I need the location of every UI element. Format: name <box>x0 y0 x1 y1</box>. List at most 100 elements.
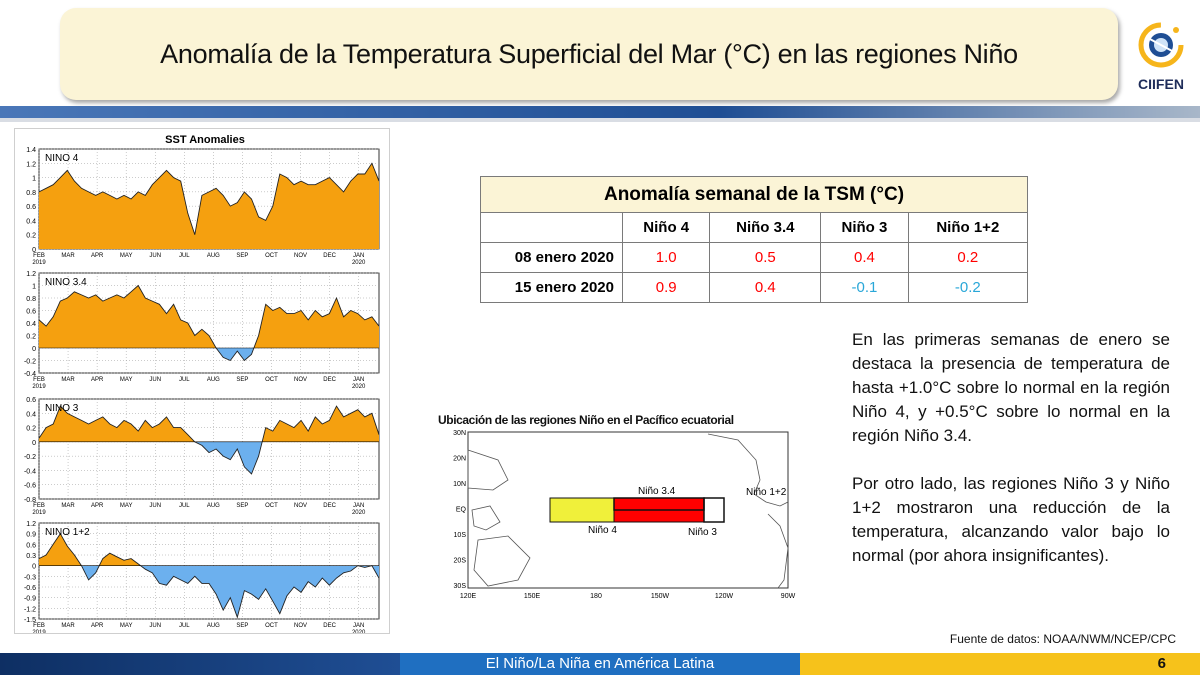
col-header-nino4: Niño 4 <box>621 212 711 243</box>
x-tick-label: SEP <box>236 503 248 509</box>
negative-area <box>194 441 263 474</box>
footer-title: El Niño/La Niña en América Latina <box>400 653 800 675</box>
x-tick-label: NOV <box>294 377 307 383</box>
x-tick-label: DEC <box>323 623 336 629</box>
y-tick-label: 0.6 <box>26 397 36 404</box>
x-tick-label: FEB <box>33 503 45 509</box>
table-row: 08 enero 2020 1.0 0.5 0.4 0.2 <box>480 242 1029 273</box>
negative-area <box>39 565 379 618</box>
map-title: Ubicación de las regiones Niño en el Pac… <box>438 413 734 427</box>
north-america-coast <box>707 433 789 507</box>
y-tick-label: 0.4 <box>26 411 36 418</box>
lon-label: 120E <box>460 593 477 600</box>
lon-label: 120W <box>715 593 734 600</box>
x-tick-label: JAN <box>353 253 364 259</box>
y-tick-label: 0.6 <box>26 204 36 211</box>
y-tick-label: 0.6 <box>26 542 36 549</box>
x-tick-label: AUG <box>207 623 220 629</box>
y-tick-label: -1.5 <box>24 617 36 624</box>
ciifen-logo: CIIFEN <box>1130 18 1192 96</box>
map-axis-labels: 30N 20N 10N EQ 10S 20S 30S 120E 150E 180 150W 120W 9… <box>453 430 795 600</box>
year-label: 2020 <box>352 630 366 633</box>
x-tick-label: JUN <box>149 253 161 259</box>
x-tick-label: JUN <box>149 623 161 629</box>
x-tick-label: MAR <box>61 253 75 259</box>
tsm-table: Anomalía semanal de la TSM (°C) Niño 4 N… <box>480 176 1029 303</box>
table-corner <box>480 212 623 243</box>
y-tick-label: -0.8 <box>24 497 36 504</box>
y-tick-label: 1 <box>32 176 36 183</box>
lat-label: 10N <box>453 481 466 488</box>
cell-value: -0.1 <box>820 272 909 303</box>
x-tick-label: APR <box>91 253 104 259</box>
series-line <box>38 284 380 362</box>
nino-regions-map: 30N 20N 10N EQ 10S 20S 30S 120E 150E 180 150W 120W 9… <box>438 430 818 606</box>
y-tick-label: 0.8 <box>26 296 36 303</box>
south-america-coast <box>767 513 789 589</box>
row-date: 15 enero 2020 <box>480 272 623 303</box>
lat-label: 20N <box>453 456 466 463</box>
sst-anomalies-chart: SST Anomalies 1.4 1.2 1 0.8 0.6 0.4 0.2 0 FEB MAR A… <box>14 128 390 634</box>
y-tick-label: -0.4 <box>24 468 36 475</box>
x-tick-label: MAY <box>120 623 133 629</box>
x-tick-label: APR <box>91 377 104 383</box>
year-label: 2020 <box>352 510 366 516</box>
cell-value: 1.0 <box>621 242 711 273</box>
logo-text: CIIFEN <box>1138 76 1184 92</box>
description-paragraph: Por otro lado, las regiones Niño 3 y Niñ… <box>852 474 1170 565</box>
y-tick-label: -0.9 <box>24 596 36 603</box>
lat-label: 20S <box>454 558 467 565</box>
y-tick-label: 0 <box>32 247 36 254</box>
nino12-region <box>703 497 725 523</box>
lat-label: 30N <box>453 430 466 437</box>
x-tick-label: AUG <box>207 377 220 383</box>
footer-bar: El Niño/La Niña en América Latina 6 <box>0 653 1200 675</box>
positive-area <box>39 406 379 442</box>
x-tick-label: SEP <box>236 253 248 259</box>
x-tick-label: JUN <box>149 377 161 383</box>
x-tick-label: APR <box>91 623 104 629</box>
page-number: 6 <box>1157 655 1166 672</box>
x-tick-label: AUG <box>207 253 220 259</box>
x-tick-label: OCT <box>265 623 278 629</box>
x-tick-label: JUN <box>149 503 161 509</box>
x-tick-label: NOV <box>294 503 307 509</box>
series-line <box>38 405 380 475</box>
x-tick-label: NOV <box>294 623 307 629</box>
cell-value: 0.4 <box>709 272 822 303</box>
series-label: NINO 4 <box>45 153 79 164</box>
header-divider <box>0 106 1200 118</box>
x-tick-label: OCT <box>265 377 278 383</box>
series-line <box>38 532 380 619</box>
footer-right-band: 6 <box>800 653 1200 675</box>
y-tick-label: 1 <box>32 284 36 291</box>
x-tick-label: MAR <box>61 623 75 629</box>
year-label: 2019 <box>32 260 46 266</box>
label-nino34: Niño 3.4 <box>638 486 676 497</box>
x-tick-label: MAR <box>61 377 75 383</box>
x-tick-label: JAN <box>353 623 364 629</box>
chart-title: SST Anomalies <box>165 134 245 146</box>
x-tick-label: MAY <box>120 253 133 259</box>
y-tick-label: -0.3 <box>24 574 36 581</box>
lat-label: EQ <box>456 507 467 514</box>
year-label: 2020 <box>352 384 366 390</box>
lat-label: 30S <box>454 583 467 590</box>
x-tick-label: JAN <box>353 503 364 509</box>
asia-coast <box>467 449 509 491</box>
footer-left-band <box>0 653 400 675</box>
cell-value: -0.2 <box>907 272 1029 303</box>
maritime-continent <box>471 505 501 531</box>
y-tick-label: 0 <box>32 564 36 571</box>
x-tick-label: OCT <box>265 253 278 259</box>
page-title: Anomalía de la Temperatura Superficial d… <box>160 38 1018 69</box>
x-tick-label: FEB <box>33 377 45 383</box>
cell-value: 0.9 <box>621 272 711 303</box>
label-nino3: Niño 3 <box>688 527 717 538</box>
x-tick-label: MAY <box>120 503 133 509</box>
y-tick-label: 0.3 <box>26 553 36 560</box>
label-nino4: Niño 4 <box>588 525 617 536</box>
